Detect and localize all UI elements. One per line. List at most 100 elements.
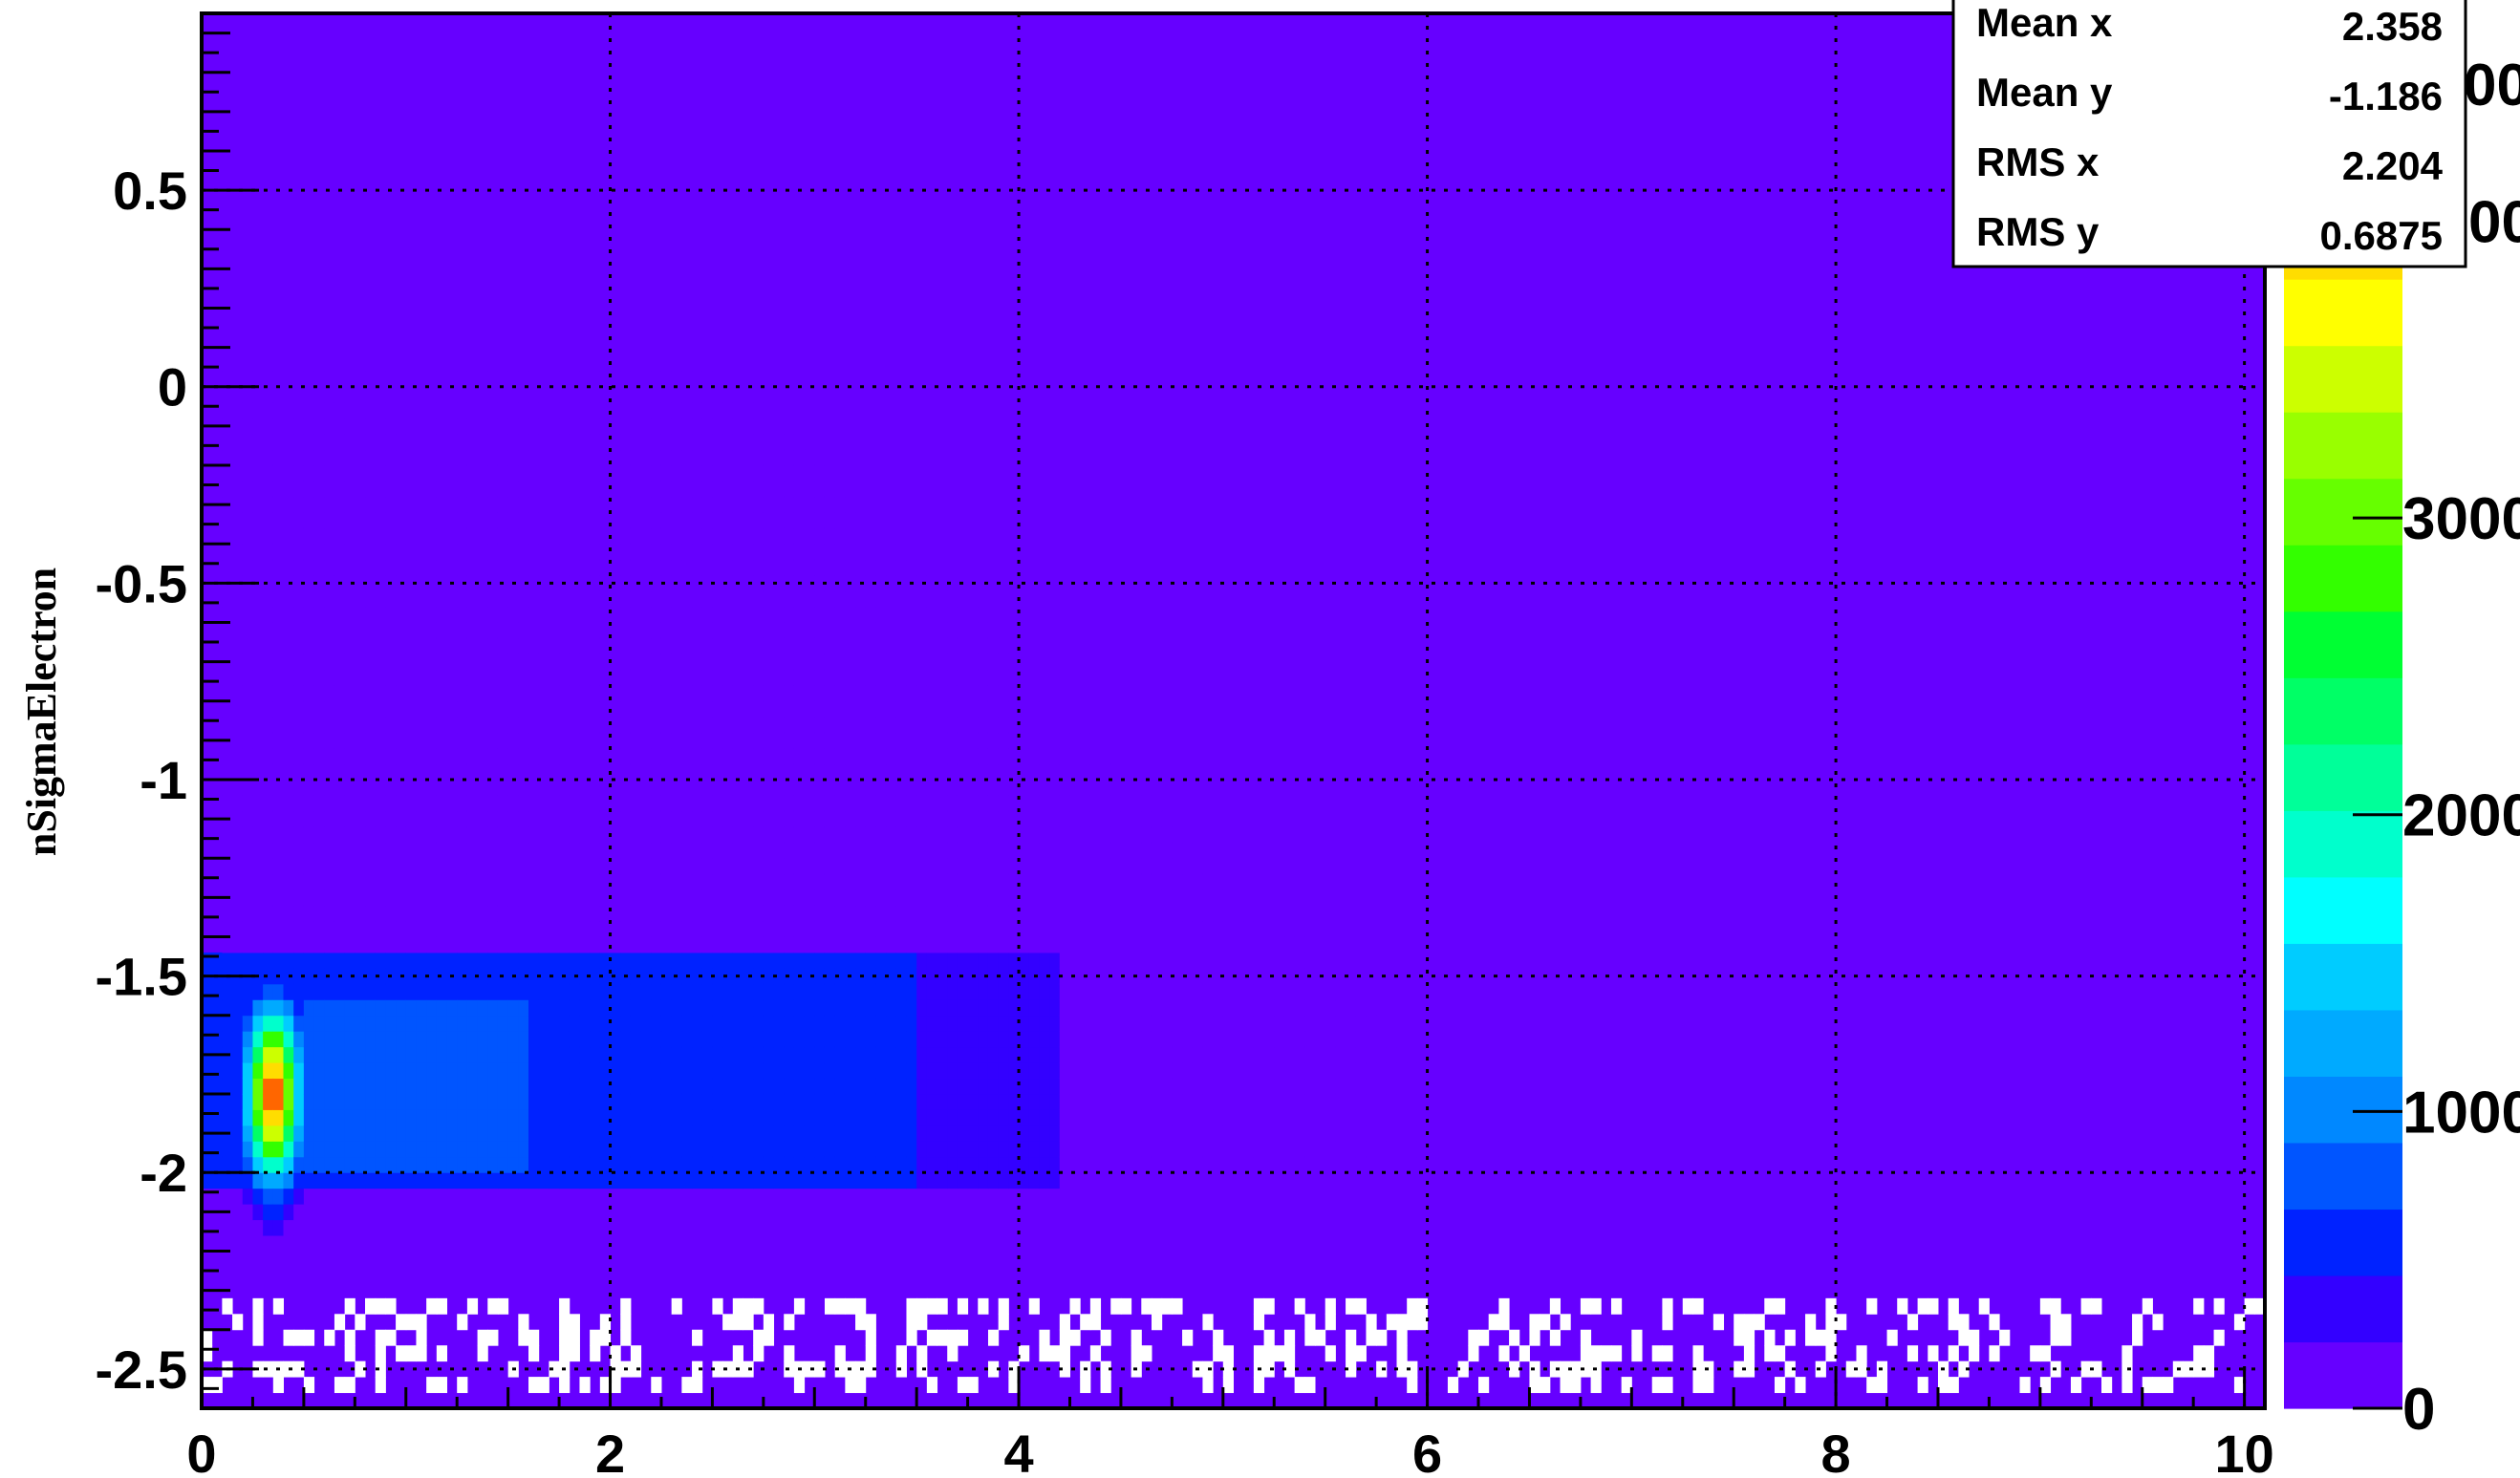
heatmap-cell [272,653,285,671]
heatmap-cell [937,685,948,702]
heatmap-cell [507,622,519,639]
heatmap-cell [1182,936,1194,953]
heatmap-cell [640,1015,652,1032]
heatmap-cell [793,481,806,498]
heatmap-cell [385,763,397,781]
heatmap-cell [1325,968,1336,985]
heatmap-cell [610,779,621,796]
heatmap-cell [590,496,601,513]
heatmap-cell [416,685,427,702]
heatmap-cell [1049,1141,1061,1158]
heatmap-cell [466,496,479,513]
heatmap-cell [610,669,621,686]
heatmap-cell [590,622,601,639]
heatmap-cell [1151,921,1163,937]
heatmap-cell [477,464,488,482]
heatmap-cell [1213,858,1224,875]
heatmap-cell [937,1062,948,1080]
heatmap-cell [773,858,785,875]
heatmap-cell [457,496,468,513]
heatmap-cell [987,999,1000,1017]
heatmap-cell [773,575,785,592]
heatmap-cell [344,748,355,765]
heatmap-cell [1222,1172,1234,1189]
heatmap-cell [620,905,632,922]
heatmap-cell [1253,1141,1265,1158]
heatmap-cell [1202,999,1214,1017]
heatmap-cell [599,1141,612,1158]
heatmap-cell [590,402,601,419]
heatmap-cell [549,889,560,907]
heatmap-cell [466,669,479,686]
heatmap-cell [855,748,867,765]
heatmap-cell [242,496,253,513]
heatmap-cell [599,1093,612,1110]
heatmap-cell [528,559,540,576]
heatmap-cell [886,1078,897,1095]
heatmap-cell [1131,1046,1142,1063]
heatmap-cell [743,983,754,1000]
heatmap-cell [681,1109,693,1126]
heatmap-cell [1182,842,1194,859]
heatmap-cell [916,858,928,875]
heatmap-cell [487,732,499,749]
heatmap-cell [804,575,815,592]
heatmap-cell [416,1031,427,1048]
heatmap-cell [487,653,499,671]
heatmap-cell [671,527,682,545]
heatmap-cell [344,669,355,686]
heatmap-cell [416,1314,427,1331]
heatmap-cell [1049,905,1061,922]
heatmap-cell [1100,858,1111,875]
heatmap-cell [855,889,867,907]
heatmap-cell [947,732,958,749]
heatmap-cell [549,544,560,561]
heatmap-cell [355,371,366,388]
heatmap-cell [998,842,1009,859]
heatmap-cell [252,983,264,1000]
heatmap-cell [426,1015,438,1032]
heatmap-cell [1437,1125,1449,1142]
heatmap-cell [579,1046,591,1063]
heatmap-cell [1089,1078,1102,1095]
heatmap-cell [753,873,765,890]
heatmap-cell [283,685,294,702]
heatmap-cell [549,496,560,513]
heatmap-cell [1019,936,1030,953]
heatmap-cell [743,873,754,890]
heatmap-cell [466,779,479,796]
heatmap-cell [855,607,867,623]
heatmap-cell [834,527,846,545]
heatmap-cell [599,544,612,561]
heatmap-cell [1263,1156,1275,1173]
heatmap-cell [344,685,355,702]
heatmap-cell [1427,1141,1438,1158]
heatmap-cell [793,873,806,890]
heatmap-cell [590,653,601,671]
heatmap-cell [518,1156,529,1173]
heatmap-cell [466,763,479,781]
heatmap-cell [630,512,642,529]
heatmap-cell [202,1329,213,1346]
heatmap-cell [487,434,499,451]
heatmap-cell [313,873,325,890]
heatmap-cell [416,700,427,718]
heatmap-cell [610,1093,621,1110]
heatmap-cell [497,1046,509,1063]
heatmap-cell [416,1046,427,1063]
heatmap-cell [313,559,325,576]
heatmap-cell [701,952,713,969]
heatmap-cell [610,402,621,419]
heatmap-cell [620,842,632,859]
heatmap-cell [620,685,632,702]
heatmap-cell [569,637,580,654]
heatmap-cell [375,1360,386,1378]
heatmap-cell [507,1062,519,1080]
heatmap-cell [743,936,754,953]
heatmap-cell [834,779,846,796]
heatmap-cell [773,1125,785,1142]
heatmap-cell [1253,1314,1265,1331]
heatmap-cell [549,527,560,545]
heatmap-cell [926,575,938,592]
heatmap-cell [660,905,673,922]
